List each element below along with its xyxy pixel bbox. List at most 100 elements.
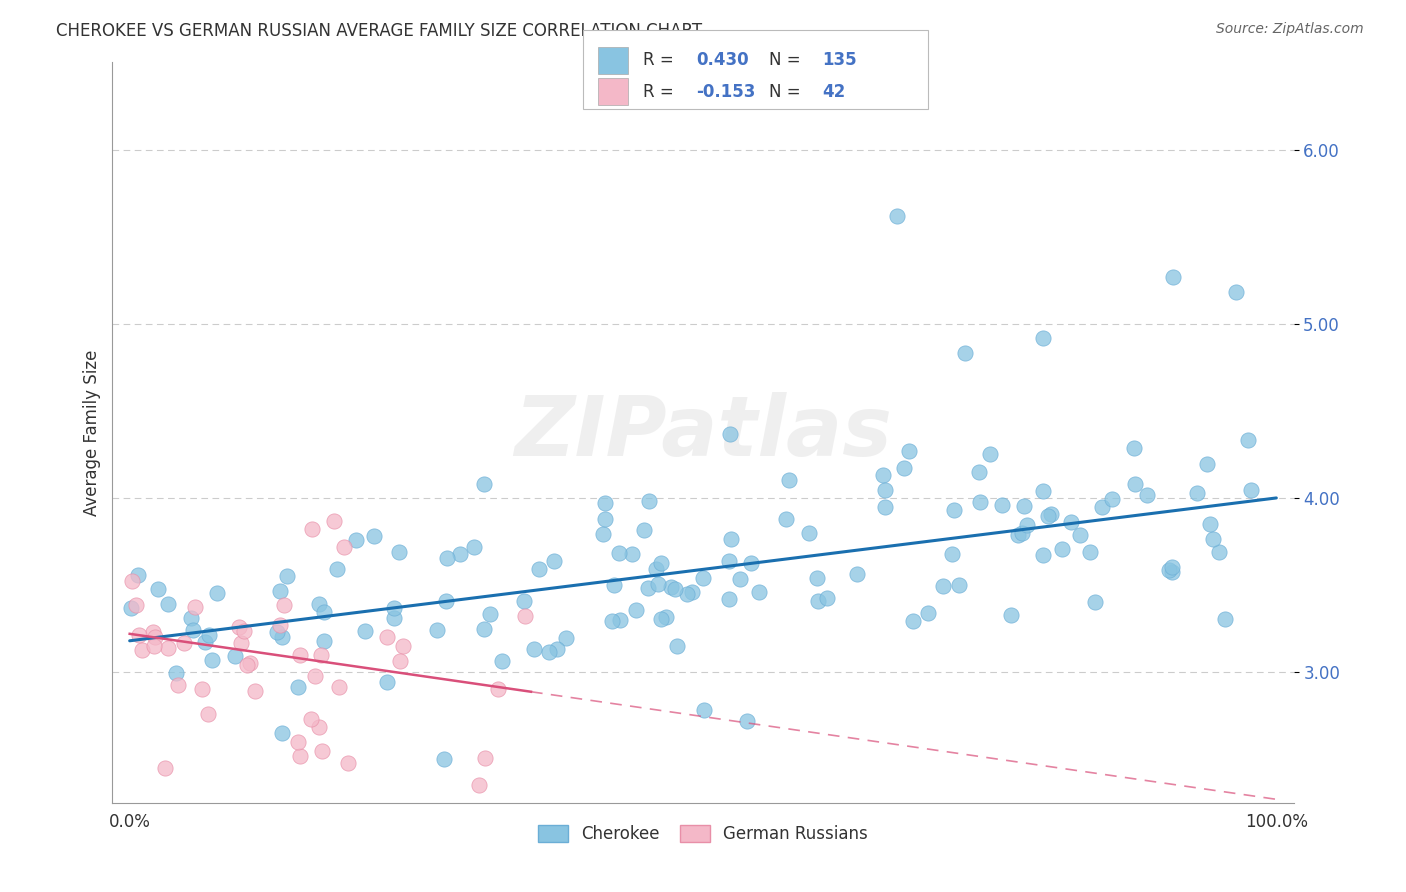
Point	[1123, 477, 1146, 491]
Point	[969, 495, 991, 509]
Point	[1060, 515, 1083, 529]
Point	[131, 643, 153, 657]
Point	[720, 532, 742, 546]
Point	[893, 461, 915, 475]
Text: CHEROKEE VS GERMAN RUSSIAN AVERAGE FAMILY SIZE CORRELATION CHART: CHEROKEE VS GERMAN RUSSIAN AVERAGE FAMIL…	[56, 22, 703, 40]
Point	[304, 668, 326, 682]
Point	[449, 548, 471, 562]
Point	[198, 628, 221, 642]
Point	[603, 578, 626, 592]
Point	[472, 622, 495, 636]
Point	[1213, 611, 1236, 625]
Point	[592, 527, 614, 541]
Point	[1161, 565, 1184, 579]
Point	[1000, 608, 1022, 623]
Point	[1161, 269, 1184, 284]
Point	[197, 706, 219, 721]
Point	[873, 483, 896, 498]
Point	[948, 578, 970, 592]
Text: -0.153: -0.153	[696, 83, 755, 101]
Point	[239, 656, 262, 670]
Point	[165, 665, 187, 680]
Point	[1101, 492, 1123, 507]
Point	[333, 540, 356, 554]
Point	[1015, 518, 1038, 533]
Point	[693, 703, 716, 717]
Point	[325, 562, 347, 576]
Point	[375, 630, 398, 644]
Point	[875, 500, 897, 515]
Point	[901, 615, 924, 629]
Point	[1240, 483, 1263, 498]
Point	[301, 712, 323, 726]
Point	[815, 591, 838, 605]
Point	[375, 674, 398, 689]
Point	[666, 640, 689, 654]
Point	[269, 618, 291, 632]
Point	[183, 599, 205, 614]
Point	[637, 581, 659, 595]
Point	[513, 608, 536, 623]
Point	[846, 567, 869, 582]
Point	[543, 554, 565, 568]
Point	[127, 567, 149, 582]
Point	[269, 583, 291, 598]
Text: ZIPatlas: ZIPatlas	[515, 392, 891, 473]
Point	[932, 579, 955, 593]
Point	[1080, 545, 1102, 559]
Point	[1208, 545, 1230, 559]
Point	[232, 624, 254, 638]
Point	[1091, 500, 1114, 514]
Point	[382, 601, 405, 615]
Point	[143, 630, 166, 644]
Point	[337, 756, 360, 770]
Point	[1032, 484, 1054, 499]
Point	[523, 642, 546, 657]
Point	[392, 639, 415, 653]
Point	[546, 642, 568, 657]
Point	[142, 625, 165, 640]
Point	[647, 576, 669, 591]
Point	[806, 571, 828, 585]
Point	[659, 580, 682, 594]
Point	[609, 613, 631, 627]
Text: Source: ZipAtlas.com: Source: ZipAtlas.com	[1216, 22, 1364, 37]
Point	[1157, 563, 1180, 577]
Point	[266, 624, 288, 639]
Point	[270, 725, 292, 739]
Point	[426, 623, 449, 637]
Point	[181, 624, 204, 638]
Point	[363, 529, 385, 543]
Point	[1198, 516, 1220, 531]
Text: 42: 42	[823, 83, 846, 101]
Point	[624, 603, 647, 617]
Point	[1161, 559, 1184, 574]
Point	[1032, 549, 1054, 563]
Point	[650, 556, 672, 570]
Point	[288, 648, 311, 663]
Point	[1195, 457, 1218, 471]
Point	[155, 761, 177, 775]
Point	[633, 524, 655, 538]
Point	[1036, 508, 1059, 523]
Point	[735, 714, 758, 728]
Text: 135: 135	[823, 51, 858, 70]
Point	[156, 641, 179, 656]
Legend: Cherokee, German Russians: Cherokee, German Russians	[531, 819, 875, 850]
Point	[943, 503, 966, 517]
Point	[1236, 433, 1258, 447]
Point	[388, 544, 411, 558]
Point	[276, 569, 298, 583]
Point	[941, 547, 963, 561]
Point	[778, 473, 800, 487]
Point	[388, 655, 411, 669]
Point	[1011, 525, 1033, 540]
Point	[287, 680, 309, 694]
Point	[308, 597, 330, 611]
Point	[1225, 285, 1247, 300]
Point	[353, 624, 375, 638]
Text: N =: N =	[769, 51, 806, 70]
Point	[486, 682, 509, 697]
Point	[1050, 541, 1073, 556]
Point	[607, 546, 630, 560]
